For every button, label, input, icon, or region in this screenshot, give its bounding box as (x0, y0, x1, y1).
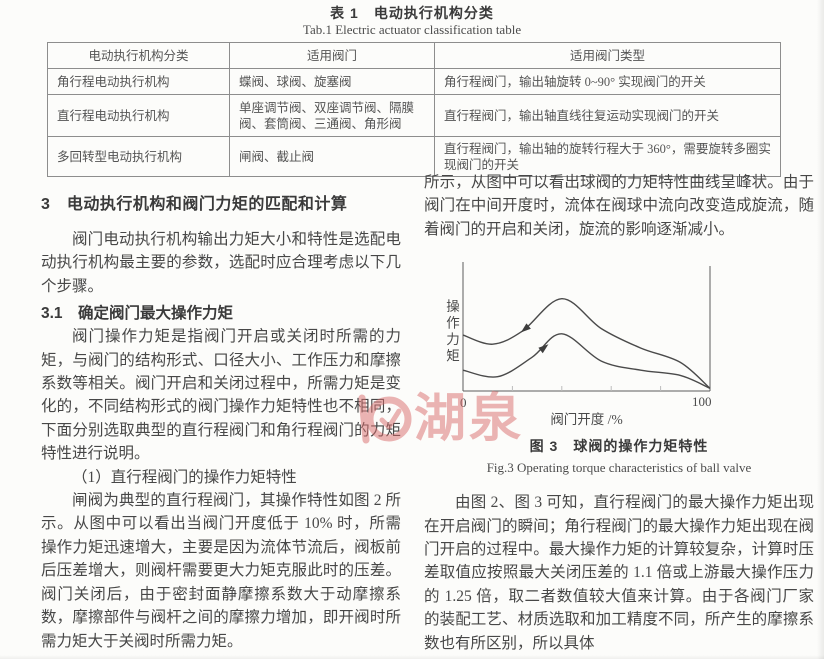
table-header-cell: 电动执行机构分类 (47, 42, 230, 69)
table-header-cell: 适用阀门 (229, 42, 435, 69)
section-heading: 3 电动执行机构和阀门力矩的匹配和计算 (41, 196, 348, 213)
x-axis-label: 阀门开度 /% (550, 412, 623, 428)
table-row: 角行程电动执行机构 蝶阀、球阀、旋塞阀 角行程阀门，输出轴旋转 0~90° 实现… (47, 68, 781, 95)
table-header-cell: 适用阀门类型 (434, 42, 781, 69)
paragraph: （1）直行程阀门的操作力矩特性 (72, 468, 297, 486)
column-right: 所示，从图中可以看出球阀的力矩特性曲线呈峰状。由于阀门在中间开度时，流体在阀球中… (424, 171, 814, 655)
column-left: 3 电动执行机构和阀门力矩的匹配和计算 阀门电动执行机构输出力矩大小和特性是选配… (41, 190, 401, 653)
figure-caption-en: Fig.3 Operating torque characteristics o… (486, 460, 752, 476)
table-title-en: Tab.1 Electric actuator classification t… (302, 22, 522, 37)
table-cell: 多回转型电动执行机构 (47, 136, 230, 177)
table-cell: 直行程电动执行机构 (47, 94, 230, 137)
paragraph: 由图 2、图 3 可知，直行程阀门的最大操作力矩出现在开启阀门的瞬间；角行程阀门… (424, 494, 814, 652)
paragraph: 阀门操作力矩是指阀门开启或关闭时所需的力矩，与阀门的结构形式、口径大小、工作压力… (41, 328, 401, 463)
table-cell: 直行程阀门，输出轴直线往复运动实现阀门的开关 (434, 94, 781, 137)
table-cell: 角行程阀门，输出轴旋转 0~90° 实现阀门的开关 (434, 68, 781, 95)
torque-chart (462, 262, 711, 392)
table-cell: 闸阀、截止阀 (229, 136, 435, 177)
y-axis-label: 操作力矩 (444, 299, 459, 366)
table-row: 多回转型电动执行机构 闸阀、截止阀 直行程阀门，输出轴的旋转行程大于 360°，… (47, 136, 781, 177)
paragraph: 阀门电动执行机构输出力矩大小和特性是选配电动执行机构最主要的参数，选配时应合理考… (41, 231, 401, 295)
table-cell: 角行程电动执行机构 (47, 68, 230, 95)
table-header-row: 电动执行机构分类 适用阀门 适用阀门类型 (47, 42, 781, 69)
classification-table: 电动执行机构分类 适用阀门 适用阀门类型 角行程电动执行机构 蝶阀、球阀、旋塞阀… (47, 42, 781, 177)
x-tick-100: 100 (692, 394, 712, 410)
page-edge-shadow (0, 655, 824, 659)
table-cell: 直行程阀门，输出轴的旋转行程大于 360°，需要旋转多圈实现阀门的开关 (434, 136, 781, 177)
table-cell: 蝶阀、球阀、旋塞阀 (229, 68, 435, 95)
paragraph: 所示，从图中可以看出球阀的力矩特性曲线呈峰状。由于阀门在中间开度时，流体在阀球中… (424, 174, 814, 238)
table-title-cn: 表 1 电动执行机构分类 (330, 5, 494, 21)
page-edge-shadow (817, 0, 824, 659)
table-row: 直行程电动执行机构 单座调节阀、双座调节阀、隔膜阀、套筒阀、三通阀、角形阀 直行… (47, 94, 781, 137)
subsection-heading: 3.1 确定阀门最大操作力矩 (41, 305, 234, 323)
figure: 操作力矩 阀门开度 /% 0 100 (424, 254, 814, 429)
x-tick-0: 0 (460, 395, 467, 411)
paragraph: 闸阀为典型的直行程阀门，其操作特性如图 2 所示。从图中可以看出当阀门开度低于 … (41, 492, 401, 650)
figure-caption-cn: 图 3 球阀的操作力矩特性 (529, 438, 709, 455)
table-cell: 单座调节阀、双座调节阀、隔膜阀、套筒阀、三通阀、角形阀 (229, 94, 435, 137)
